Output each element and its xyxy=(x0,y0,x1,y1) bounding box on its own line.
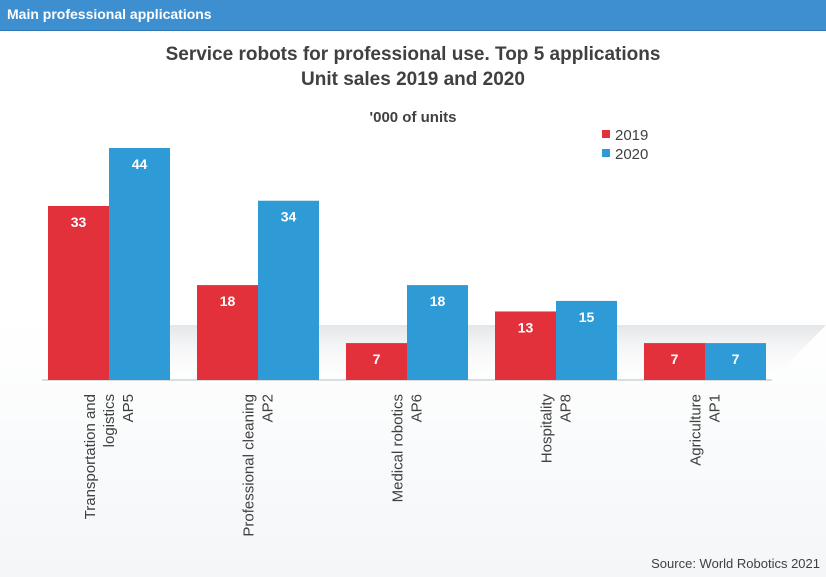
bar-2019-2 xyxy=(346,343,407,380)
category-label-3: Hospitality AP8 xyxy=(539,394,575,464)
bar-2020-1 xyxy=(258,200,319,380)
header-bar: Main professional applications xyxy=(0,0,826,31)
legend-label-2019: 2019 xyxy=(615,127,648,144)
chart-title: Service robots for professional use. Top… xyxy=(165,44,661,65)
bar-2019-0 xyxy=(48,206,109,380)
bar-value-label-2019-1: 18 xyxy=(220,293,236,309)
bar-2020-3 xyxy=(556,300,617,380)
legend-swatch-2019 xyxy=(602,130,610,138)
category-label-1: Professional cleaning AP2 xyxy=(241,394,277,537)
legend-label-2020: 2020 xyxy=(615,146,648,163)
legend-swatch-2020 xyxy=(602,149,610,157)
category-label-line: Medical robotics xyxy=(390,394,407,502)
bar-value-label-2019-0: 33 xyxy=(71,214,87,230)
category-label-line: AP1 xyxy=(707,394,724,422)
bar-2020-0 xyxy=(109,148,170,380)
category-label-line: AP5 xyxy=(120,394,137,422)
source-note: Source: World Robotics 2021 xyxy=(651,556,820,571)
category-label-line: AP2 xyxy=(260,394,277,422)
chart-units-label: '000 of units xyxy=(369,109,457,126)
category-label-0: Transportation and logistics AP5 xyxy=(82,394,137,519)
bar-value-label-2020-3: 15 xyxy=(579,309,595,325)
category-label-line: Agriculture xyxy=(688,394,705,466)
bar-2020-2 xyxy=(407,285,468,380)
bar-2019-4 xyxy=(644,343,705,380)
bar-value-label-2019-2: 7 xyxy=(373,351,381,367)
bar-2020-4 xyxy=(705,343,766,380)
chart-subtitle: Unit sales 2019 and 2020 xyxy=(301,69,525,90)
category-label-line: AP8 xyxy=(558,394,575,422)
bar-value-label-2020-1: 34 xyxy=(281,209,297,225)
bar-value-label-2019-3: 13 xyxy=(518,319,534,335)
header-title: Main professional applications xyxy=(7,6,212,22)
bar-value-label-2019-4: 7 xyxy=(671,351,679,367)
category-label-line: logistics xyxy=(101,394,118,447)
bar-2019-1 xyxy=(197,285,258,380)
bar-2019-3 xyxy=(495,311,556,380)
category-label-line: AP6 xyxy=(409,394,426,422)
category-label-line: Hospitality xyxy=(539,394,556,464)
bar-value-label-2020-2: 18 xyxy=(430,293,446,309)
bar-value-label-2020-4: 7 xyxy=(732,351,740,367)
category-label-line: Professional cleaning xyxy=(241,394,258,537)
category-label-4: Agriculture AP1 xyxy=(688,394,724,466)
category-label-2: Medical robotics AP6 xyxy=(390,394,426,502)
category-label-line: Transportation and xyxy=(82,394,99,519)
bar-value-label-2020-0: 44 xyxy=(132,156,148,172)
